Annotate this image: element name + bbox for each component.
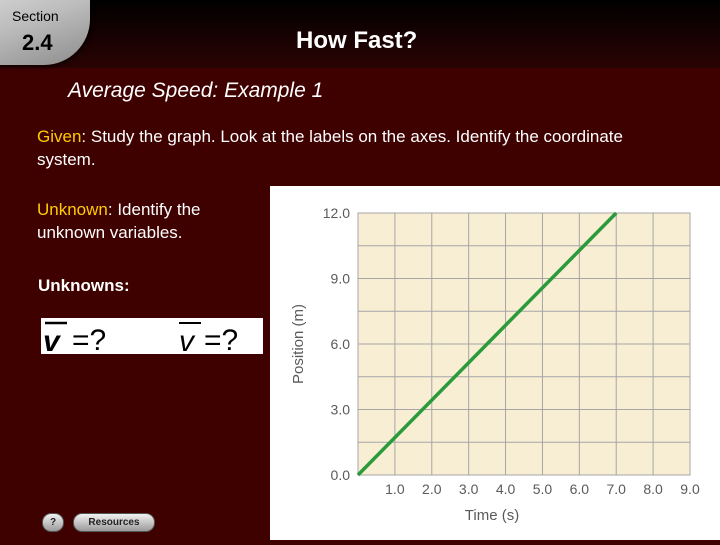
x-tick-label: 7.0: [606, 481, 626, 497]
formula-svg: v =? v =?: [43, 321, 238, 358]
vector-v-equals: =?: [72, 324, 106, 354]
slide-subtitle: Average Speed: Example 1: [68, 79, 324, 102]
y-tick-label: 3.0: [331, 402, 351, 418]
page-title: How Fast?: [296, 27, 418, 54]
unknown-text: : Identify the unknown variables.: [37, 200, 201, 242]
series-group: [356, 211, 618, 477]
x-tick-label: 9.0: [680, 481, 700, 497]
unknowns-formula: v =? v =?: [41, 318, 263, 358]
y-axis-label: Position (m): [290, 304, 307, 384]
y-tick-label: 9.0: [331, 271, 351, 287]
x-tick-label: 6.0: [570, 481, 590, 497]
resources-label: Resources: [88, 517, 140, 528]
x-tick-label: 3.0: [459, 481, 479, 497]
graph-panel: 1.0 2.0 3.0 4.0 5.0 6.0 7.0 8.0 9.0 0.0 3.0 6.0 9.0…: [270, 186, 720, 540]
vector-v-symbol: v: [43, 325, 62, 354]
x-tick-label: 4.0: [496, 481, 516, 497]
x-tick-label: 2.0: [422, 481, 442, 497]
resources-button[interactable]: Resources: [73, 513, 155, 532]
x-tick-label: 5.0: [533, 481, 553, 497]
header-bar: [0, 0, 720, 68]
unknowns-label: Unknowns:: [38, 276, 130, 295]
section-label: Section: [12, 8, 59, 24]
average-v-symbol: v: [179, 325, 196, 354]
given-paragraph: Given: Study the graph. Look at the labe…: [37, 125, 677, 171]
x-axis-label: Time (s): [465, 507, 519, 524]
grid-lines: [357, 212, 691, 476]
y-tick-label: 6.0: [331, 336, 351, 352]
y-tick-label: 0.0: [331, 467, 351, 483]
x-tick-label: 1.0: [385, 481, 405, 497]
x-tick-label: 8.0: [643, 481, 663, 497]
x-tick-labels: 1.0 2.0 3.0 4.0 5.0 6.0 7.0 8.0 9.0: [385, 481, 700, 497]
unknown-label: Unknown: [37, 200, 108, 219]
given-text: : Study the graph. Look at the labels on…: [37, 127, 623, 169]
given-label: Given: [37, 127, 82, 146]
y-tick-labels: 0.0 3.0 6.0 9.0 12.0: [323, 205, 350, 483]
series-line: [356, 211, 618, 477]
help-icon: ?: [49, 517, 57, 528]
position-time-chart: 1.0 2.0 3.0 4.0 5.0 6.0 7.0 8.0 9.0 0.0 3.0 6.0 9.0…: [290, 205, 700, 524]
help-button[interactable]: ?: [42, 513, 64, 532]
unknown-paragraph: Unknown: Identify the unknown variables.: [37, 198, 257, 244]
y-tick-label: 12.0: [323, 205, 350, 221]
section-number: 2.4: [22, 30, 53, 55]
average-v-equals: =?: [204, 324, 238, 354]
